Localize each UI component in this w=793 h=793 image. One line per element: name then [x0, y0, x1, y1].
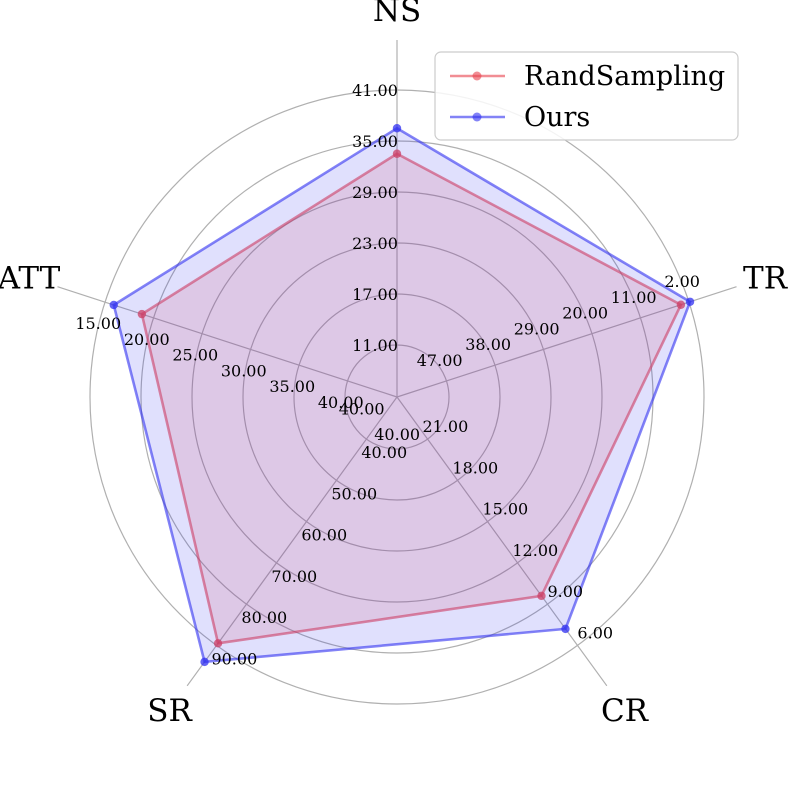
- tick-label-ns: 17.00: [352, 285, 398, 304]
- tick-label-tr: 11.00: [611, 288, 657, 307]
- series-ours-point-ns: [392, 124, 402, 133]
- tick-label-ns: 35.00: [352, 132, 398, 151]
- center-label-att: 40.00: [339, 400, 385, 419]
- series-ours-area: [112, 126, 692, 664]
- tick-label-tr: 47.00: [417, 351, 463, 370]
- tick-label-cr: 18.00: [452, 458, 498, 477]
- series-randsampling-point-tr: [676, 300, 686, 309]
- axis-labels: NS TR CR SR ATT: [0, 0, 789, 729]
- tick-label-sr: 90.00: [211, 649, 257, 668]
- tick-label-cr: 9.00: [547, 582, 583, 601]
- series-ours-point-cr: [561, 624, 570, 634]
- legend-marker-randsampling: [472, 71, 482, 81]
- tick-label-att: 35.00: [269, 377, 315, 396]
- tick-label-att: 25.00: [172, 346, 218, 365]
- axis-label-cr: CR: [601, 693, 650, 729]
- series-randsampling-point-sr: [213, 639, 223, 648]
- tick-label-sr: 80.00: [241, 608, 287, 627]
- tick-label-cr: 21.00: [422, 417, 468, 436]
- series-ours-point-tr: [685, 297, 695, 306]
- tick-label-sr: 70.00: [271, 567, 317, 586]
- tick-label-att: 20.00: [124, 330, 170, 349]
- tick-label-sr: 50.00: [331, 484, 377, 503]
- tick-label-ns: 11.00: [352, 336, 398, 355]
- legend-marker-ours: [472, 112, 482, 122]
- tick-label-tr: 29.00: [514, 319, 560, 338]
- tick-label-tr: 38.00: [465, 335, 511, 354]
- tick-labels: 11.00 17.00 23.00 29.00 35.00 41.00 47.0038.00…: [75, 81, 700, 668]
- center-label-sr: 40.00: [374, 425, 420, 444]
- legend-label-ours: Ours: [524, 102, 590, 133]
- series-randsampling-point-ns: [392, 149, 402, 158]
- spoke-cr: [396, 396, 608, 687]
- tick-label-att: 40.00: [318, 393, 364, 412]
- axis-label-att: ATT: [0, 260, 61, 296]
- tick-label-cr: 6.00: [577, 623, 613, 642]
- legend-box: [434, 51, 739, 141]
- tick-label-ns: 29.00: [352, 183, 398, 202]
- legend-label-randsampling: RandSampling: [524, 61, 725, 92]
- tick-label-cr: 15.00: [482, 500, 528, 519]
- tick-label-att: 15.00: [75, 314, 121, 333]
- series-randsampling-point-att: [137, 309, 147, 319]
- axis-label-ns: NS: [373, 0, 421, 29]
- tick-label-sr: 60.00: [301, 526, 347, 545]
- tick-label-ns: 23.00: [352, 234, 398, 253]
- axis-label-sr: SR: [147, 693, 193, 729]
- series-randsampling-point-cr: [537, 591, 546, 601]
- tick-label-att: 30.00: [221, 361, 267, 380]
- axis-label-tr: TR: [743, 260, 789, 296]
- series-ours-point-att: [109, 300, 118, 310]
- series-randsampling-area: [140, 152, 683, 645]
- tick-label-cr: 12.00: [512, 541, 558, 560]
- radar-series: [109, 124, 695, 667]
- tick-label-ns: 41.00: [352, 81, 398, 100]
- tick-label-tr: 20.00: [562, 304, 608, 323]
- legend: RandSampling Ours: [434, 51, 739, 141]
- series-ours-point-sr: [200, 657, 209, 667]
- tick-label-sr: 40.00: [361, 443, 407, 462]
- spoke-sr: [186, 396, 398, 687]
- tick-label-tr: 2.00: [664, 272, 700, 291]
